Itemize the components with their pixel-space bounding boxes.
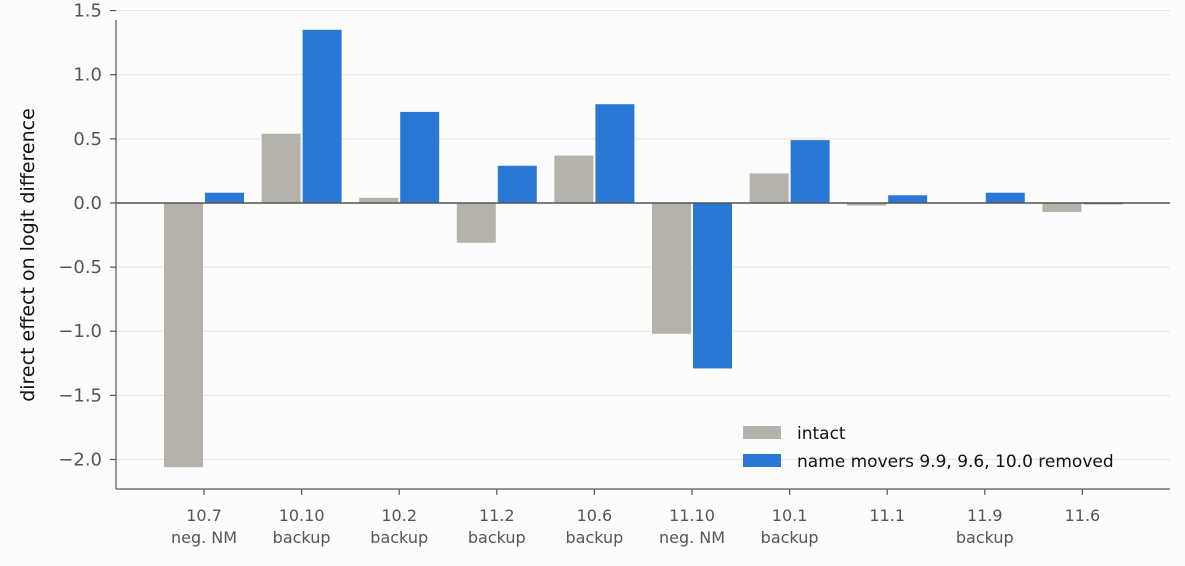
bar-removed-11-9 (985, 192, 1025, 203)
x-tick-sublabel: backup (273, 528, 331, 547)
bar-removed-10-2 (400, 111, 440, 203)
legend-swatch-removed (743, 454, 781, 467)
y-axis-label: direct effect on logit difference (17, 108, 39, 402)
y-tick-label: −1.5 (58, 385, 102, 406)
bar-intact-10-10 (261, 133, 301, 203)
y-tick-label: −2.0 (58, 449, 102, 470)
bar-removed-10-6 (595, 104, 635, 203)
x-tick-label: 10.10 (279, 506, 325, 525)
bar-removed-11-2 (497, 165, 537, 203)
bar-removed-10-10 (302, 29, 342, 203)
gridlines (116, 10, 1170, 460)
bar-intact-10-2 (359, 197, 399, 203)
bar-intact-10-6 (554, 155, 594, 203)
y-tick-label: 1.5 (73, 1, 102, 22)
x-tick-label: 10.1 (772, 506, 808, 525)
bar-intact-11-10 (652, 202, 691, 334)
x-tick-label: 11.6 (1065, 506, 1101, 525)
x-tick-sublabel: neg. NM (659, 528, 725, 547)
legend-label-intact: intact (797, 424, 846, 444)
y-tick-label: 0.5 (73, 129, 102, 150)
x-tick-label: 11.9 (967, 506, 1003, 525)
legend-label-removed: name movers 9.9, 9.6, 10.0 removed (797, 452, 1114, 472)
bar-removed-10-1 (790, 140, 830, 203)
legend-swatch-intact (743, 426, 781, 439)
bar-intact-11-6 (1042, 202, 1082, 212)
x-tick-label: 11.2 (479, 506, 515, 525)
x-tick-label: 11.1 (869, 506, 905, 525)
legend: intact name movers 9.9, 9.6, 10.0 removed (743, 424, 1114, 472)
bar-removed-10-7 (205, 192, 244, 203)
y-tick-label: 1.0 (73, 65, 102, 86)
x-tick-label: 10.7 (186, 506, 222, 525)
x-tick-label: 10.6 (577, 506, 613, 525)
bar-intact-11-1 (847, 202, 887, 206)
y-tick-label: −1.0 (58, 321, 102, 342)
y-tick-label: −0.5 (58, 257, 102, 278)
x-axis: 10.7 neg. NM 10.10 backup 10.2 backup 11.2 back… (116, 488, 1170, 547)
bar-removed-11-10 (693, 202, 732, 369)
x-tick-sublabel: backup (468, 528, 526, 547)
x-tick-label: 11.10 (669, 506, 715, 525)
x-tick-sublabel: backup (370, 528, 428, 547)
x-tick-sublabel: backup (565, 528, 623, 547)
x-tick-sublabel: backup (956, 528, 1014, 547)
x-tick-sublabel: neg. NM (171, 528, 237, 547)
x-tick-label: 10.2 (381, 506, 417, 525)
x-tick-sublabel: backup (761, 528, 819, 547)
bars (164, 29, 1123, 468)
bar-intact-10-7 (164, 202, 203, 468)
y-axis: 1.5 1.0 0.5 0.0 −0.5 −1.0 −1.5 −2.0 (58, 1, 117, 489)
bar-removed-11-1 (888, 195, 928, 203)
bar-intact-10-1 (749, 173, 789, 203)
y-tick-label: 0.0 (73, 193, 102, 214)
bar-intact-11-2 (456, 202, 496, 243)
